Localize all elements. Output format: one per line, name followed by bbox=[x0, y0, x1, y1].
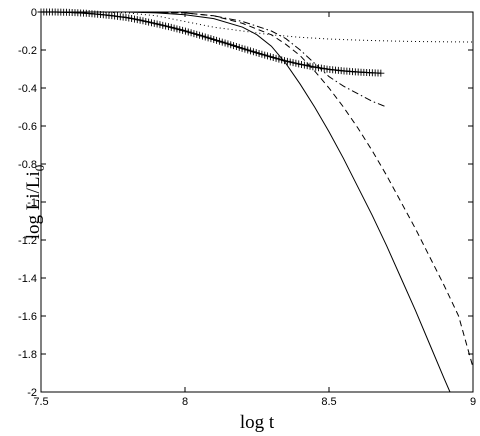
plus-marker bbox=[164, 23, 172, 31]
plus-marker bbox=[187, 29, 195, 37]
x-tick-label: 7.5 bbox=[33, 396, 48, 408]
plus-marker bbox=[227, 41, 235, 49]
plus-marker bbox=[125, 14, 133, 22]
plus-marker bbox=[298, 61, 306, 69]
y-tick-label: -0.4 bbox=[18, 83, 37, 95]
plus-marker bbox=[232, 43, 240, 51]
plus-marker bbox=[133, 16, 141, 24]
plus-marker bbox=[170, 24, 178, 32]
tick-layer: 7.5 8 8.5 9 0 -0.2 -0.4 -0.6 -0.8 -1 -1.2 -1.4 -1.6 -… bbox=[18, 7, 476, 408]
series-line-dotted bbox=[41, 11, 474, 43]
plus-marker bbox=[278, 56, 286, 64]
plus-marker bbox=[196, 31, 204, 39]
plus-marker bbox=[261, 51, 269, 59]
plus-marker bbox=[184, 28, 192, 36]
plus-marker bbox=[289, 59, 297, 67]
y-tick-label: -2 bbox=[27, 387, 37, 399]
y-tick-label: -0.6 bbox=[18, 121, 37, 133]
plus-marker bbox=[221, 39, 229, 47]
plus-marker bbox=[162, 22, 170, 30]
plus-marker bbox=[159, 21, 167, 29]
plus-marker bbox=[167, 23, 175, 31]
x-axis-title: log t bbox=[240, 412, 275, 433]
x-tick-label: 9 bbox=[470, 396, 476, 408]
plus-marker bbox=[252, 49, 260, 57]
plus-marker bbox=[136, 16, 144, 24]
plus-marker bbox=[249, 48, 257, 56]
plus-marker bbox=[292, 59, 300, 67]
plus-marker bbox=[204, 34, 212, 42]
plus-marker bbox=[238, 44, 246, 52]
plus-marker bbox=[230, 42, 238, 50]
series-line-solid bbox=[41, 11, 451, 393]
plus-marker bbox=[218, 38, 226, 46]
plus-marker bbox=[309, 63, 317, 71]
y-tick-label: -1.4 bbox=[18, 273, 37, 285]
y-tick-label: -1.2 bbox=[18, 235, 37, 247]
y-axis-title-main: log Li/Li bbox=[23, 171, 44, 239]
plus-marker bbox=[139, 17, 147, 25]
plus-marker bbox=[150, 19, 158, 27]
y-tick-label: -1 bbox=[27, 197, 37, 209]
plus-marker bbox=[283, 57, 291, 65]
plus-marker bbox=[147, 19, 155, 27]
plus-marker bbox=[281, 57, 289, 65]
y-tick-label: -1.8 bbox=[18, 349, 37, 361]
x-tick-label: 8 bbox=[182, 396, 188, 408]
y-axis-title-subscript: 0 bbox=[32, 165, 47, 172]
plus-marker bbox=[173, 25, 181, 33]
plus-marker bbox=[122, 14, 130, 22]
plus-marker bbox=[179, 26, 187, 34]
plus-marker bbox=[201, 33, 209, 41]
plus-marker bbox=[156, 21, 164, 29]
plus-marker bbox=[377, 69, 385, 77]
y-tick-label: -0.8 bbox=[18, 159, 37, 171]
plus-marker bbox=[181, 27, 189, 35]
plus-marker bbox=[215, 37, 223, 45]
plus-marker bbox=[275, 55, 283, 63]
series-line-dashdot bbox=[41, 11, 387, 108]
plus-marker bbox=[255, 49, 263, 57]
plus-marker bbox=[247, 47, 255, 55]
plus-marker bbox=[258, 50, 266, 58]
plus-marker bbox=[224, 40, 232, 48]
plus-marker bbox=[235, 43, 243, 51]
plus-marker bbox=[176, 26, 184, 34]
y-tick-label: -1.6 bbox=[18, 311, 37, 323]
plus-marker bbox=[266, 53, 274, 61]
plus-marker bbox=[213, 36, 221, 44]
plus-marker bbox=[207, 35, 215, 43]
plus-marker bbox=[130, 15, 138, 23]
plus-marker bbox=[193, 30, 201, 38]
plus-marker bbox=[264, 52, 272, 60]
plus-marker bbox=[272, 54, 280, 62]
y-tick-label: -0.2 bbox=[18, 45, 37, 57]
plus-marker bbox=[198, 32, 206, 40]
series-layer bbox=[37, 8, 474, 393]
plus-marker bbox=[145, 18, 153, 26]
plus-marker bbox=[300, 61, 308, 69]
plus-marker bbox=[303, 62, 311, 70]
plus-marker bbox=[286, 58, 294, 66]
plus-marker bbox=[295, 60, 303, 68]
plus-marker bbox=[306, 62, 314, 70]
plus-marker bbox=[128, 15, 136, 23]
x-tick-label: 8.5 bbox=[321, 396, 336, 408]
y-axis-title: log Li/Li0 bbox=[23, 165, 47, 240]
plus-marker bbox=[241, 45, 249, 53]
plus-marker bbox=[190, 30, 198, 38]
plus-marker bbox=[142, 17, 150, 25]
plus-marker bbox=[153, 20, 161, 28]
y-tick-label: 0 bbox=[31, 7, 37, 19]
series-line-dashed bbox=[41, 11, 474, 368]
plus-marker bbox=[269, 54, 277, 62]
plus-marker bbox=[244, 46, 252, 54]
plus-marker bbox=[210, 36, 218, 44]
plot-area bbox=[40, 11, 474, 393]
